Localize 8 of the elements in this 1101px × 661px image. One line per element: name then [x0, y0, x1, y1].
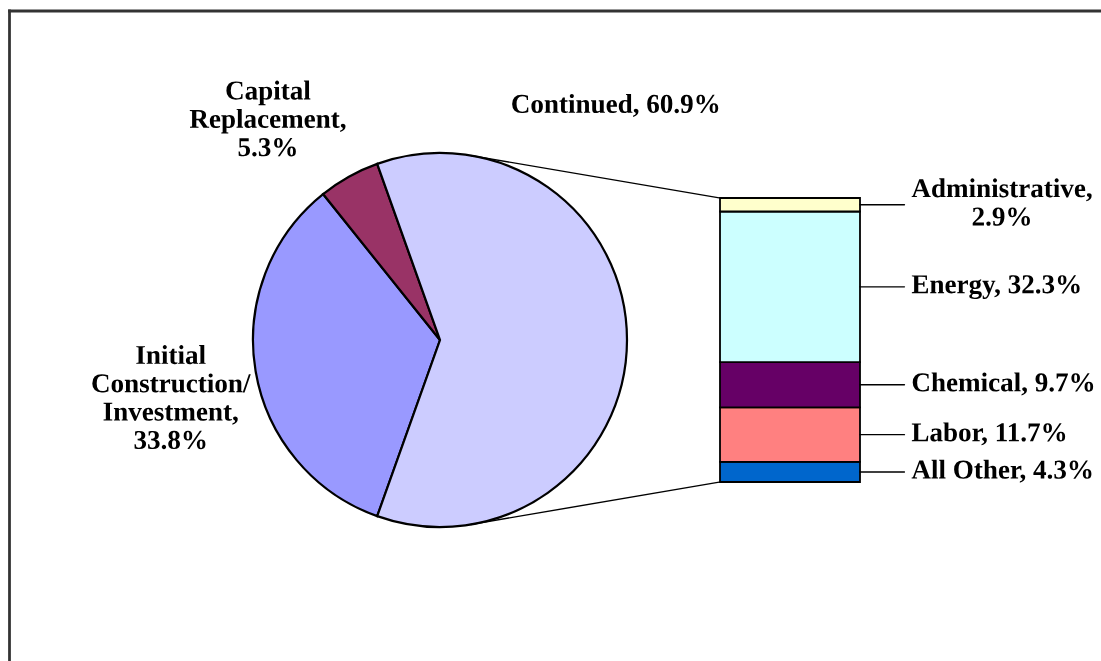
data-label: Chemical, 9.7%: [912, 372, 1094, 396]
data-label: Continued, 60.9%: [512, 93, 719, 117]
data-label: Energy, 32.3%: [911, 275, 1080, 300]
data-label: Labor, 11.7%: [911, 422, 1066, 446]
data-label: Initial Construction/ Investment, 33.8%: [92, 345, 251, 450]
data-label: Administrative, 2.9%: [911, 178, 1092, 226]
data-label: Capital Replacement, 5.3%: [189, 80, 346, 157]
data-label: All Other, 4.3%: [911, 459, 1092, 483]
